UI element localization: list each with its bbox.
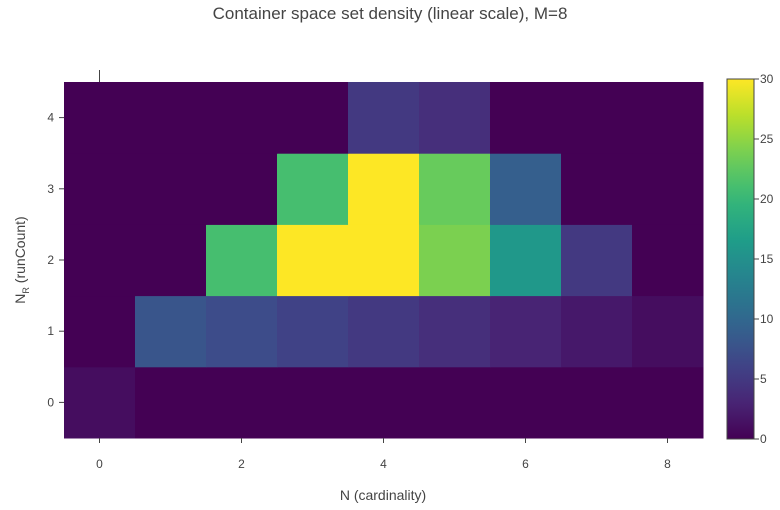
heatmap-cell-2-2 <box>206 224 278 297</box>
heatmap-cell-1-3 <box>135 153 207 225</box>
x-axis: 0 2 4 6 8 <box>96 70 671 471</box>
heatmap-cell-5-2 <box>419 224 491 297</box>
heatmap-cell-6-2 <box>490 224 562 297</box>
heatmap-cell-5-0 <box>419 366 491 439</box>
y-tick-label: 4 <box>47 111 54 125</box>
heatmap-cell-3-3 <box>277 153 349 225</box>
heatmap-cell-0-2 <box>64 224 136 297</box>
colorbar-tick-label: 25 <box>760 132 774 146</box>
heatmap-cell-1-4 <box>135 82 207 154</box>
x-axis-title: N (cardinality) <box>340 487 426 503</box>
heatmap-cell-5-4 <box>419 82 491 154</box>
y-axis-title-rest: (runCount) <box>12 216 28 287</box>
heatmap-cell-0-4 <box>64 82 136 154</box>
heatmap-cell-4-1 <box>348 295 420 368</box>
colorbar-tick-label: 10 <box>760 312 774 326</box>
colorbar-tick-label: 30 <box>760 72 774 86</box>
colorbar-tick-label: 5 <box>760 372 767 386</box>
heatmap-cell-4-0 <box>348 366 420 439</box>
heatmap-cell-8-3 <box>632 153 704 225</box>
heatmap-cell-1-0 <box>135 366 207 439</box>
heatmap-cell-5-3 <box>419 153 491 225</box>
x-tick-label: 4 <box>380 457 387 471</box>
colorbar-tick-label: 15 <box>760 252 774 266</box>
heatmap-cell-3-4 <box>277 82 349 154</box>
heatmap-cell-3-1 <box>277 295 349 368</box>
heatmap-cell-5-1 <box>419 295 491 368</box>
heatmap-cells <box>64 82 704 439</box>
heatmap-cell-0-1 <box>64 295 136 368</box>
heatmap-cell-3-0 <box>277 366 349 439</box>
y-axis-title-subscript: R <box>21 287 31 294</box>
heatmap-cell-6-3 <box>490 153 562 225</box>
heatmap-cell-7-1 <box>561 295 633 368</box>
colorbar-gradient <box>726 78 755 440</box>
x-tick-label: 0 <box>96 457 103 471</box>
heatmap-cell-2-4 <box>206 82 278 154</box>
heatmap-cell-2-1 <box>206 295 278 368</box>
heatmap-cell-6-4 <box>490 82 562 154</box>
y-axis-title-main: N <box>12 294 28 304</box>
colorbar-tick-label: 20 <box>760 192 774 206</box>
heatmap-cell-4-2 <box>348 224 420 297</box>
heatmap-cell-0-3 <box>64 153 136 225</box>
heatmap-cell-1-2 <box>135 224 207 297</box>
chart-title: Container space set density (linear scal… <box>212 4 568 23</box>
heatmap-cell-6-1 <box>490 295 562 368</box>
heatmap-cell-3-2 <box>277 224 349 297</box>
heatmap-cell-8-4 <box>632 82 704 154</box>
x-tick-label: 8 <box>664 457 671 471</box>
x-tick-label: 2 <box>238 457 245 471</box>
heatmap-cell-0-0 <box>64 366 136 439</box>
heatmap-cell-8-0 <box>632 366 704 439</box>
heatmap-cell-7-0 <box>561 366 633 439</box>
heatmap-cell-2-0 <box>206 366 278 439</box>
y-axis-title: NR (runCount) <box>12 216 31 303</box>
heatmap-cell-8-2 <box>632 224 704 297</box>
heatmap-cell-7-3 <box>561 153 633 225</box>
y-tick-label: 1 <box>47 324 54 338</box>
y-axis: 0 1 2 3 4 <box>47 111 64 409</box>
heatmap-cell-4-3 <box>348 153 420 225</box>
colorbar-tick-label: 0 <box>760 432 767 446</box>
heatmap-cell-8-1 <box>632 295 704 368</box>
heatmap-cell-7-2 <box>561 224 633 297</box>
heatmap-cell-4-4 <box>348 82 420 154</box>
y-tick-label: 0 <box>47 395 54 409</box>
x-tick-label: 6 <box>522 457 529 471</box>
colorbar: 0 5 10 15 20 25 30 <box>726 72 774 446</box>
y-tick-label: 2 <box>47 253 54 267</box>
heatmap-cell-2-3 <box>206 153 278 225</box>
heatmap-cell-1-1 <box>135 295 207 368</box>
heatmap-cell-6-0 <box>490 366 562 439</box>
y-tick-label: 3 <box>47 182 54 196</box>
heatmap-cell-7-4 <box>561 82 633 154</box>
